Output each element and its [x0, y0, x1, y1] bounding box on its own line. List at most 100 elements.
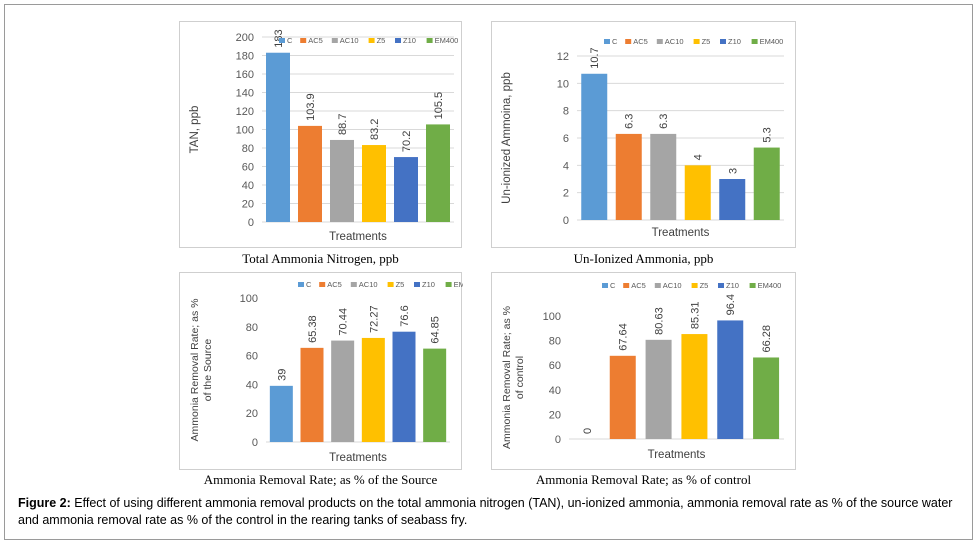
- y-tick-label: 120: [236, 106, 254, 118]
- legend-swatch-z10: [395, 38, 401, 43]
- y-tick-label: 100: [236, 125, 254, 137]
- bar-z10: [719, 179, 746, 220]
- legend-swatch-em400: [445, 282, 452, 287]
- bar-z5: [681, 334, 708, 439]
- legend-label-z10: Z10: [726, 281, 739, 290]
- data-label: 6.3: [624, 114, 636, 129]
- figure-caption-label: Figure 2:: [18, 496, 71, 510]
- bar-ac5: [609, 355, 636, 439]
- data-label: 6.3: [658, 114, 670, 129]
- data-label: 96.4: [725, 294, 737, 315]
- removal-rate-control-chart: 0 20 40 60 80 100 0 67.64 80.63 85.31 96.4 66.28 C AC…: [501, 281, 784, 461]
- x-axis-title: Treatments: [329, 452, 387, 464]
- legend-swatch-ac10: [654, 283, 661, 288]
- y-tick-label: 60: [549, 360, 561, 372]
- legend-swatch-ac5: [623, 283, 630, 288]
- bar-ac10: [650, 133, 677, 220]
- bar-em400: [423, 348, 447, 442]
- unionized-ammonia-chart: 0 2 4 6 8 10 12 10.7 6.3 6.3 4 3 5.3 C AC5 AC10 Z5 Z10 EM4…: [501, 37, 784, 239]
- data-label: 66.28: [761, 325, 773, 353]
- unionized-chart-panel: 0 2 4 6 8 10 12 10.7 6.3 6.3 4 3 5.3 C AC5 AC10 Z5 Z10 EM4…: [491, 21, 796, 248]
- y-axis-title: Un-ionized Ammoina, ppb: [501, 72, 513, 204]
- legend-label-ac5: AC5: [631, 281, 646, 290]
- figure-caption: Figure 2: Effect of using different ammo…: [18, 495, 962, 529]
- legend-label-c: C: [287, 36, 293, 45]
- data-label: 67.64: [618, 323, 630, 351]
- legend-label-z10: Z10: [422, 280, 435, 289]
- y-tick-label: 4: [563, 160, 569, 172]
- legend-label-c: C: [306, 280, 312, 289]
- bar-c: [266, 52, 290, 222]
- y-tick-label: 180: [236, 51, 254, 63]
- legend-label-em400: EM400: [435, 36, 459, 45]
- figure-frame: [4, 4, 973, 540]
- legend-swatch-c: [602, 283, 608, 288]
- y-axis-title-line: TAN, ppb: [189, 106, 201, 154]
- removal-source-chart-panel: 0 20 40 60 80 100 39 65.38 70.44 72.27 76.6 64.85 C A…: [179, 272, 463, 470]
- y-tick-label: 20: [242, 199, 254, 211]
- y-axis-title: TAN, ppb: [189, 106, 201, 154]
- legend-swatch-ac5: [625, 39, 632, 44]
- bar-ac10: [645, 339, 672, 439]
- y-tick-label: 100: [543, 311, 561, 323]
- unionized-chart-subcaption: Un-Ionized Ammonia, ppb: [573, 251, 714, 266]
- data-label: 72.27: [368, 305, 380, 333]
- legend-swatch-c: [279, 38, 285, 43]
- bar-z5: [362, 145, 386, 222]
- y-tick-label: 12: [557, 51, 569, 63]
- y-tick-label: 0: [252, 437, 258, 449]
- y-tick-label: 8: [563, 106, 569, 118]
- data-label: 70.44: [338, 308, 350, 336]
- legend-swatch-z10: [718, 283, 724, 288]
- legend-label-c: C: [612, 37, 618, 46]
- legend-swatch-ac10: [656, 39, 663, 44]
- legend-swatch-z5: [368, 38, 375, 43]
- data-label: 76.6: [399, 305, 411, 326]
- x-axis-title: Treatments: [652, 227, 710, 239]
- data-label: 65.38: [307, 315, 319, 343]
- x-axis-title: Treatments: [648, 449, 706, 461]
- legend-label-ac10: AC10: [340, 36, 359, 45]
- legend-swatch-ac10: [350, 282, 357, 287]
- y-tick-label: 80: [549, 336, 561, 348]
- legend-swatch-z5: [387, 282, 394, 287]
- y-tick-label: 160: [236, 69, 254, 81]
- data-label: 3: [727, 168, 739, 174]
- bar-c: [581, 73, 608, 220]
- y-tick-label: 20: [246, 408, 258, 420]
- tan-chart-subcaption: Total Ammonia Nitrogen, ppb: [242, 251, 399, 266]
- removal-control-chart-panel: 0 20 40 60 80 100 0 67.64 80.63 85.31 96.4 66.28 C AC…: [491, 272, 796, 470]
- legend-label-ac5: AC5: [327, 280, 342, 289]
- y-tick-label: 200: [236, 32, 254, 44]
- tan-chart-panel: 020406080100120140160180200183103.988.78…: [179, 21, 462, 248]
- legend-swatch-z10: [720, 39, 726, 44]
- y-axis-title-line: Ammonia Removal Rate; as %: [189, 299, 201, 442]
- y-tick-label: 20: [549, 409, 561, 421]
- legend-label-ac10: AC10: [665, 37, 684, 46]
- y-axis-title: Ammonia Removal Rate; as % of control: [501, 306, 526, 449]
- data-label: 83.2: [369, 119, 381, 140]
- legend-label-ac5: AC5: [308, 36, 323, 45]
- data-label: 88.7: [337, 114, 349, 135]
- y-tick-label: 10: [557, 78, 569, 90]
- legend-label-ac5: AC5: [633, 37, 648, 46]
- bar-z10: [392, 331, 416, 442]
- legend-swatch-z10: [414, 282, 420, 287]
- legend-label-ac10: AC10: [359, 280, 378, 289]
- y-tick-label: 2: [563, 188, 569, 200]
- legend-label-ac10: AC10: [663, 281, 682, 290]
- bar-ac5: [300, 347, 324, 442]
- bar-ac10: [331, 340, 355, 442]
- removal-source-chart-subcaption: Ammonia Removal Rate; as % of the Source: [203, 472, 438, 487]
- data-label: 105.5: [433, 92, 445, 120]
- legend-swatch-ac10: [331, 38, 338, 43]
- legend-swatch-em400: [426, 38, 433, 43]
- bar-em400: [426, 124, 450, 222]
- y-tick-label: 40: [549, 385, 561, 397]
- y-tick-label: 100: [240, 293, 258, 305]
- legend-swatch-z5: [693, 39, 700, 44]
- y-axis-title-line: of control: [514, 356, 526, 399]
- data-label: 10.7: [589, 47, 601, 68]
- data-label: 64.85: [430, 316, 442, 344]
- y-axis-title-line: of the Source: [202, 339, 214, 402]
